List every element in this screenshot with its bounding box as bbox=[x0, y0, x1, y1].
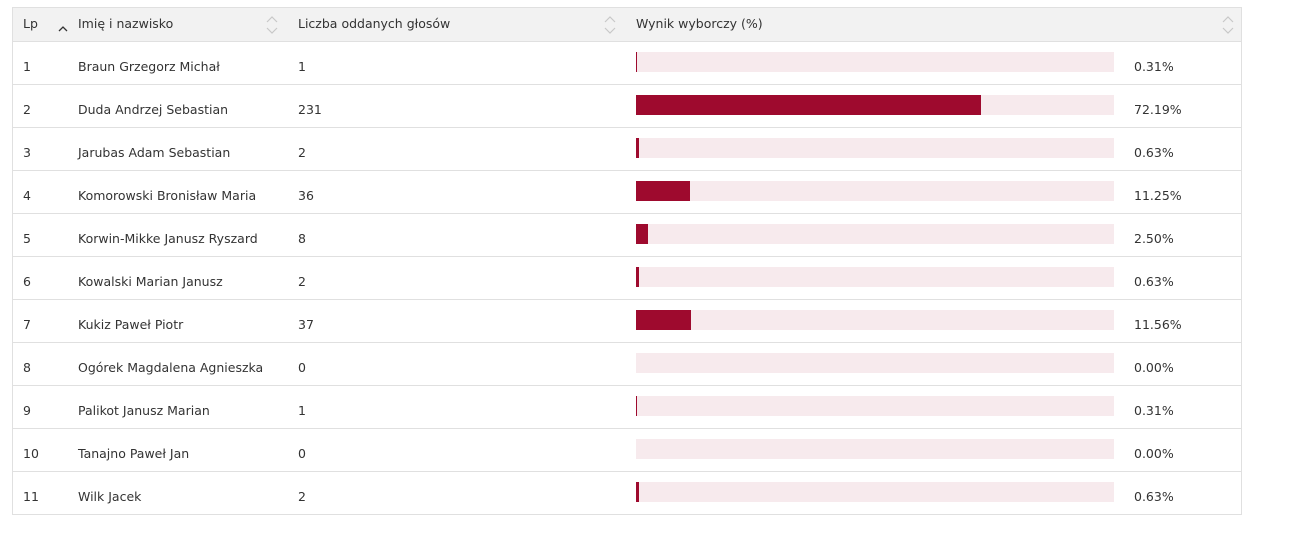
cell-lp: 10 bbox=[23, 446, 39, 461]
cell-lp: 3 bbox=[23, 145, 31, 160]
cell-votes: 2 bbox=[298, 489, 306, 504]
result-bar-fill bbox=[636, 267, 639, 287]
table-row: 10 Tanajno Paweł Jan 0 0.00% bbox=[13, 428, 1241, 471]
cell-votes: 0 bbox=[298, 446, 306, 461]
table-row: 1 Braun Grzegorz Michał 1 0.31% bbox=[13, 42, 1241, 84]
result-bar-track bbox=[636, 95, 1114, 115]
cell-lp: 11 bbox=[23, 489, 39, 504]
results-table: Lp Imię i nazwisko Liczba oddanych głosó… bbox=[12, 7, 1242, 515]
sort-icon bbox=[1222, 15, 1234, 35]
table-row: 9 Palikot Janusz Marian 1 0.31% bbox=[13, 385, 1241, 428]
cell-name: Duda Andrzej Sebastian bbox=[78, 102, 229, 117]
cell-lp: 4 bbox=[23, 188, 31, 203]
table-body: 1 Braun Grzegorz Michał 1 0.31% 2 Duda Andrze… bbox=[13, 42, 1241, 514]
cell-percent: 72.19% bbox=[1134, 102, 1182, 117]
table-row: 11 Wilk Jacek 2 0.63% bbox=[13, 471, 1241, 514]
table-header: Lp Imię i nazwisko Liczba oddanych głosó… bbox=[13, 8, 1241, 42]
result-bar-track bbox=[636, 310, 1114, 330]
cell-percent: 2.50% bbox=[1134, 231, 1174, 246]
sort-icon bbox=[266, 15, 278, 35]
cell-name: Korwin-Mikke Janusz Ryszard bbox=[78, 231, 258, 246]
cell-name: Ogórek Magdalena Agnieszka bbox=[78, 360, 264, 375]
result-bar-fill bbox=[636, 482, 639, 502]
cell-name: Wilk Jacek bbox=[78, 489, 142, 504]
result-bar-fill bbox=[636, 396, 638, 416]
cell-name: Komorowski Bronisław Maria bbox=[78, 188, 257, 203]
cell-percent: 11.56% bbox=[1134, 317, 1182, 332]
sort-icon bbox=[604, 15, 616, 35]
cell-percent: 11.25% bbox=[1134, 188, 1182, 203]
table-row: 5 Korwin-Mikke Janusz Ryszard 8 2.50% bbox=[13, 213, 1241, 256]
column-header-lp[interactable]: Lp bbox=[23, 8, 73, 41]
cell-lp: 1 bbox=[23, 59, 31, 74]
result-bar-fill bbox=[636, 52, 638, 72]
cell-percent: 0.31% bbox=[1134, 403, 1174, 418]
cell-votes: 8 bbox=[298, 231, 306, 246]
cell-lp: 5 bbox=[23, 231, 31, 246]
result-bar-fill bbox=[636, 224, 648, 244]
cell-votes: 2 bbox=[298, 145, 306, 160]
result-bar-track bbox=[636, 482, 1114, 502]
cell-lp: 6 bbox=[23, 274, 31, 289]
cell-votes: 0 bbox=[298, 360, 306, 375]
cell-lp: 7 bbox=[23, 317, 31, 332]
cell-lp: 2 bbox=[23, 102, 31, 117]
table-row: 4 Komorowski Bronisław Maria 36 11.25% bbox=[13, 170, 1241, 213]
cell-name: Kukiz Paweł Piotr bbox=[78, 317, 184, 332]
result-bar-fill bbox=[636, 95, 982, 115]
table-row: 7 Kukiz Paweł Piotr 37 11.56% bbox=[13, 299, 1241, 342]
table-row: 2 Duda Andrzej Sebastian 231 72.19% bbox=[13, 84, 1241, 127]
cell-percent: 0.63% bbox=[1134, 145, 1174, 160]
cell-name: Jarubas Adam Sebastian bbox=[78, 145, 231, 160]
column-header-result-label: Wynik wyborczy (%) bbox=[636, 16, 763, 31]
cell-percent: 0.00% bbox=[1134, 446, 1174, 461]
cell-votes: 37 bbox=[298, 317, 314, 332]
result-bar-track bbox=[636, 439, 1114, 459]
result-bar-fill bbox=[636, 181, 690, 201]
result-bar-track bbox=[636, 224, 1114, 244]
table-row: 3 Jarubas Adam Sebastian 2 0.63% bbox=[13, 127, 1241, 170]
cell-percent: 0.00% bbox=[1134, 360, 1174, 375]
result-bar-track bbox=[636, 181, 1114, 201]
cell-votes: 231 bbox=[298, 102, 322, 117]
result-bar-track bbox=[636, 52, 1114, 72]
result-bar-track bbox=[636, 138, 1114, 158]
column-header-lp-label: Lp bbox=[23, 16, 38, 31]
cell-votes: 1 bbox=[298, 59, 306, 74]
cell-name: Tanajno Paweł Jan bbox=[78, 446, 190, 461]
cell-name: Palikot Janusz Marian bbox=[78, 403, 210, 418]
column-header-votes[interactable]: Liczba oddanych głosów bbox=[298, 8, 628, 41]
result-bar-fill bbox=[636, 310, 692, 330]
cell-votes: 36 bbox=[298, 188, 314, 203]
result-bar-track bbox=[636, 396, 1114, 416]
table-row: 8 Ogórek Magdalena Agnieszka 0 0.00% bbox=[13, 342, 1241, 385]
cell-lp: 9 bbox=[23, 403, 31, 418]
cell-percent: 0.31% bbox=[1134, 59, 1174, 74]
cell-percent: 0.63% bbox=[1134, 274, 1174, 289]
cell-name: Braun Grzegorz Michał bbox=[78, 59, 220, 74]
sort-ascending-icon bbox=[58, 13, 68, 45]
column-header-votes-label: Liczba oddanych głosów bbox=[298, 16, 451, 31]
column-header-name[interactable]: Imię i nazwisko bbox=[78, 8, 293, 41]
cell-name: Kowalski Marian Janusz bbox=[78, 274, 223, 289]
column-header-result[interactable]: Wynik wyborczy (%) bbox=[636, 8, 1236, 41]
cell-lp: 8 bbox=[23, 360, 31, 375]
result-bar-fill bbox=[636, 138, 639, 158]
cell-percent: 0.63% bbox=[1134, 489, 1174, 504]
cell-votes: 1 bbox=[298, 403, 306, 418]
result-bar-track bbox=[636, 353, 1114, 373]
cell-votes: 2 bbox=[298, 274, 306, 289]
result-bar-track bbox=[636, 267, 1114, 287]
table-row: 6 Kowalski Marian Janusz 2 0.63% bbox=[13, 256, 1241, 299]
column-header-name-label: Imię i nazwisko bbox=[78, 16, 174, 31]
